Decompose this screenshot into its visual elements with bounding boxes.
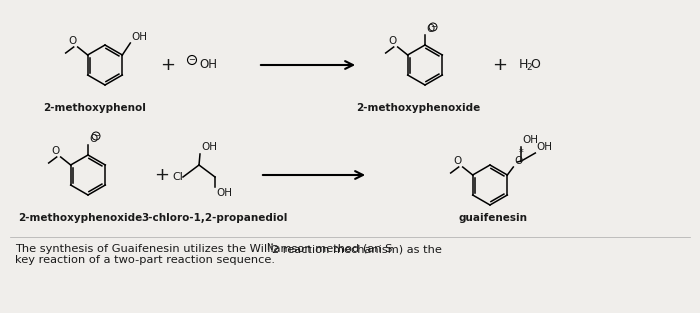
Text: N: N: [266, 243, 272, 252]
Text: 2-methoxyphenol: 2-methoxyphenol: [43, 103, 146, 113]
Text: O: O: [454, 156, 462, 166]
Text: −: −: [188, 55, 195, 64]
Text: OH: OH: [201, 142, 217, 152]
Text: OH: OH: [522, 135, 538, 145]
Text: O: O: [514, 156, 523, 166]
Text: O: O: [530, 59, 540, 71]
Text: OH: OH: [536, 142, 552, 152]
Text: 2 reaction mechanism) as the: 2 reaction mechanism) as the: [272, 244, 442, 254]
Text: +: +: [493, 56, 507, 74]
Text: 2: 2: [526, 63, 531, 71]
Text: *: *: [519, 148, 524, 158]
Text: 2-methoxyphenoxide: 2-methoxyphenoxide: [356, 103, 480, 113]
Text: The synthesis of Guaifenesin utilizes the Williamson method (an S: The synthesis of Guaifenesin utilizes th…: [15, 244, 393, 254]
Text: −: −: [430, 23, 436, 32]
Text: OH: OH: [216, 188, 232, 198]
Text: O: O: [89, 134, 97, 144]
Text: Cl: Cl: [172, 172, 183, 182]
Text: H: H: [519, 59, 528, 71]
Text: O: O: [69, 36, 77, 46]
Text: OH: OH: [132, 32, 147, 42]
Text: guaifenesin: guaifenesin: [458, 213, 528, 223]
Text: +: +: [160, 56, 176, 74]
Text: OH: OH: [199, 59, 217, 71]
Text: +: +: [155, 166, 169, 184]
Text: O: O: [51, 146, 60, 156]
Text: −: −: [93, 131, 99, 141]
Text: key reaction of a two-part reaction sequence.: key reaction of a two-part reaction sequ…: [15, 255, 275, 265]
Text: 2-methoxyphenoxide: 2-methoxyphenoxide: [18, 213, 142, 223]
Text: 3-chloro-1,2-propanediol: 3-chloro-1,2-propanediol: [142, 213, 288, 223]
Text: O: O: [426, 24, 434, 34]
Text: O: O: [389, 36, 397, 46]
